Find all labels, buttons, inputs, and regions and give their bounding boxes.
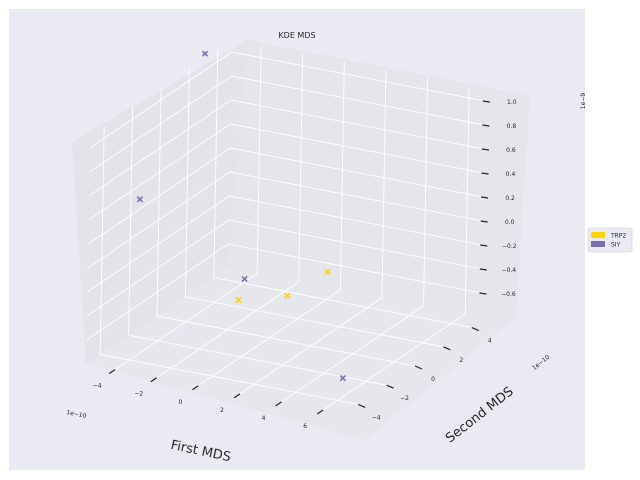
axis-ticks: −4 −2 0 2 4 6 −4 −2 0 2 4 −0.6 −0.4 −0.2 0.0 0.2 0.4 0.6 0… (93, 99, 517, 430)
y-tick-mark (386, 384, 394, 389)
x-tick-mark (275, 401, 282, 407)
point-siy (241, 275, 248, 283)
z-grid-left-wall (87, 195, 230, 293)
y-grid-wall (213, 49, 219, 278)
x-offset-label: 1e−10 (66, 409, 87, 420)
z-grid-left-wall (86, 243, 229, 341)
legend-label-trp2: TRP2 (610, 233, 626, 240)
z-tick-mark (482, 124, 490, 127)
x-grid-wall (256, 45, 262, 274)
y-tick-label: −4 (372, 414, 381, 421)
point-trp2 (324, 268, 331, 276)
z-tick-mark (479, 268, 487, 271)
back-wall-left (72, 40, 248, 364)
x-tick-label: 2 (220, 407, 224, 414)
z-tick-mark (479, 292, 487, 295)
z-tick-mark (481, 148, 490, 151)
x-grid-wall (464, 85, 470, 314)
y-grid-wall (184, 68, 190, 297)
z-grid-left-wall (89, 51, 233, 149)
z-grid-left-wall (88, 123, 231, 221)
x-tick-label: 0 (178, 399, 182, 406)
legend-label-siy: SIY (611, 242, 621, 249)
z-grid-back-wall (230, 123, 489, 175)
z-grid-back-wall (231, 75, 490, 127)
z-grid-left-wall (87, 171, 230, 269)
x-tick-mark (316, 409, 324, 415)
grid-lines (86, 45, 490, 411)
y-grid-floor (213, 277, 472, 329)
z-grid-left-wall (86, 219, 230, 317)
z-tick-mark (481, 196, 489, 199)
x-grid-wall (423, 77, 429, 306)
y-tick-label: 4 (488, 338, 492, 345)
point-siy (136, 196, 144, 203)
x-grid-wall (381, 69, 387, 298)
y-grid-floor (185, 296, 444, 348)
data-points (136, 50, 346, 382)
y-tick-mark (471, 327, 480, 332)
z-tick-mark (481, 172, 489, 175)
y-tick-mark (443, 346, 451, 351)
chart-title: KDE MDS (278, 31, 315, 40)
z-tick-label: 0.0 (505, 219, 515, 226)
z-grid-back-wall (229, 171, 488, 223)
z-grid-back-wall (229, 195, 488, 247)
z-tick-label: 0.8 (507, 123, 517, 130)
z-tick-label: −0.2 (502, 243, 517, 250)
legend-swatch-trp2 (591, 232, 605, 238)
z-tick-label: 0.4 (506, 171, 516, 178)
x-tick-mark (233, 393, 241, 399)
back-wall-right (228, 40, 530, 318)
z-tick-label: 0.2 (505, 195, 515, 202)
y-tick-mark (357, 403, 366, 408)
legend: TRP2 SIY (587, 227, 633, 253)
z-grid-back-wall (230, 147, 489, 199)
z-grid-back-wall (228, 219, 487, 271)
y-tick-mark (414, 365, 423, 370)
floor-pane (86, 268, 516, 440)
y-tick-label: 2 (459, 357, 463, 364)
z-tick-label: 0.6 (506, 147, 516, 154)
z-tick-mark (480, 244, 488, 247)
y-grid-wall (99, 126, 105, 355)
z-grid-back-wall (231, 51, 490, 103)
z-offset-label: 1e−9 (580, 93, 587, 110)
y-grid-floor (100, 353, 359, 405)
x-tick-mark (108, 369, 116, 375)
x-tick-label: −2 (134, 391, 143, 398)
y-tick-label: 0 (431, 376, 435, 383)
x-tick-mark (150, 377, 158, 383)
z-grid-left-wall (88, 99, 232, 197)
point-trp2 (284, 292, 291, 299)
y-grid-floor (156, 315, 416, 367)
y-grid-wall (156, 87, 162, 317)
legend-swatch-siy (591, 241, 605, 247)
z-grid-left-wall (89, 75, 232, 173)
x-grid-wall (339, 61, 345, 290)
point-trp2 (235, 296, 242, 304)
z-grid-back-wall (228, 243, 487, 295)
z-tick-mark (482, 100, 490, 103)
x-tick-label: −4 (93, 383, 102, 390)
z-grid-left-wall (87, 147, 231, 245)
x-tick-label: 6 (303, 423, 307, 430)
point-siy (339, 374, 346, 382)
x-grid-wall (298, 53, 304, 282)
x-tick-mark (192, 385, 199, 391)
z-tick-label: 1.0 (507, 99, 517, 106)
y-tick-label: −2 (400, 395, 409, 402)
x-tick-label: 4 (262, 415, 266, 422)
z-tick-label: −0.4 (502, 267, 517, 274)
y-grid-wall (128, 107, 134, 336)
point-siy (201, 50, 209, 57)
z-grid-back-wall (230, 99, 490, 151)
z-tick-mark (480, 220, 488, 223)
z-tick-label: −0.6 (501, 291, 516, 298)
